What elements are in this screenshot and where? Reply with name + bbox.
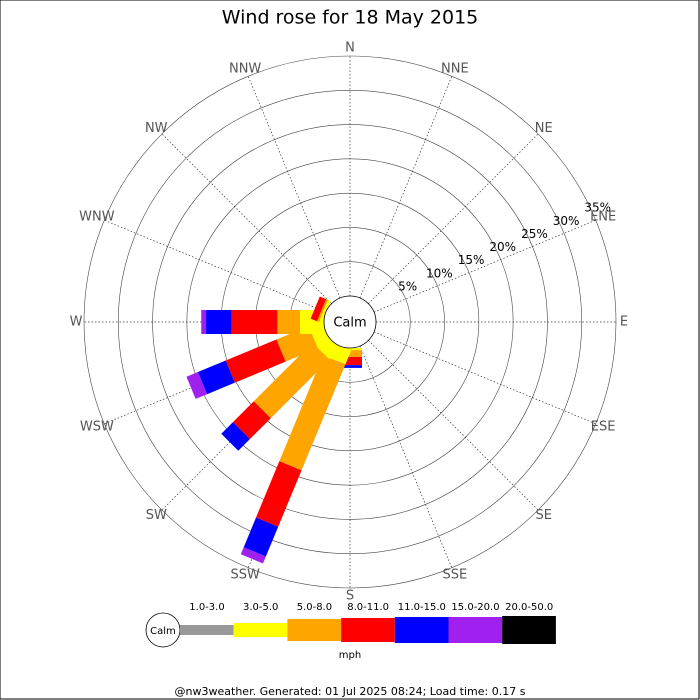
r-tick-label: 10%	[426, 266, 453, 280]
spoke	[104, 219, 327, 313]
direction-label: ENE	[590, 210, 616, 225]
bar-segment	[276, 326, 318, 362]
bar-segment	[197, 360, 235, 395]
spoke	[368, 340, 539, 511]
r-tick-label: 25%	[521, 227, 548, 241]
r-tick-label: 30%	[553, 214, 580, 228]
spoke	[247, 76, 341, 299]
direction-label: NNE	[441, 61, 469, 76]
bar-segment	[256, 461, 302, 527]
grid-ring	[152, 124, 548, 520]
r-tick-label: 5%	[398, 279, 417, 293]
bar-segment	[310, 296, 327, 322]
legend-swatch	[394, 617, 449, 643]
direction-label: WSW	[80, 419, 114, 434]
direction-label: N	[345, 41, 355, 56]
bar-segment	[186, 372, 208, 399]
bar-segment	[279, 355, 346, 471]
legend-label: 20.0-50.0	[505, 602, 553, 613]
direction-label: NNW	[229, 61, 261, 76]
bar-segment	[225, 339, 286, 383]
footer: @nw3weather. Generated: 01 Jul 2025 08:2…	[175, 685, 526, 698]
bar-segment	[318, 299, 331, 324]
r-tick-label: 20%	[489, 240, 516, 254]
grid-ring	[83, 55, 617, 589]
direction-label: S	[346, 589, 354, 604]
legend-label: 3.0-5.0	[243, 602, 278, 613]
legend-label: 5.0-8.0	[297, 602, 332, 613]
calm-circle	[323, 295, 377, 349]
legend-swatch	[287, 619, 342, 641]
spoke	[373, 219, 596, 313]
spoke	[359, 76, 453, 299]
units-label: mph	[339, 650, 361, 661]
chart-title: Wind rose for 18 May 2015	[222, 7, 479, 29]
legend-swatch	[180, 625, 234, 635]
legend-label: 8.0-11.0	[347, 602, 389, 613]
r-tick-label: 35%	[584, 201, 611, 215]
bar-segment	[201, 310, 207, 334]
direction-label: WNW	[79, 210, 115, 225]
legend-swatch	[233, 623, 288, 637]
bar-segment	[277, 310, 300, 334]
spoke	[161, 133, 332, 304]
spoke	[368, 133, 539, 304]
direction-label: SSW	[230, 568, 260, 583]
bar-segment	[243, 517, 279, 557]
bar-segment	[221, 422, 250, 451]
direction-label: ESE	[591, 419, 616, 434]
legend-swatch	[502, 616, 556, 644]
bar-segment	[316, 299, 329, 323]
r-tick-label: 15%	[458, 253, 485, 267]
legend-swatch	[448, 617, 503, 643]
spoke	[373, 331, 596, 425]
direction-label: SSE	[442, 568, 467, 583]
direction-label: SE	[536, 508, 552, 523]
spoke	[359, 345, 453, 568]
calm-label: Calm	[333, 316, 366, 331]
legend-label: 15.0-20.0	[451, 602, 499, 613]
bar-segment	[240, 547, 266, 564]
grid-ring	[117, 89, 583, 555]
direction-label: W	[70, 315, 83, 330]
legend-swatch	[341, 618, 395, 642]
bar-segment	[232, 401, 271, 440]
direction-label: NE	[535, 121, 553, 136]
bar-segment	[231, 310, 278, 334]
bar-segment	[206, 310, 232, 334]
direction-label: SW	[146, 508, 167, 523]
direction-label: NW	[145, 121, 168, 136]
legend-label: 1.0-3.0	[189, 602, 224, 613]
direction-label: E	[620, 315, 628, 330]
legend-calm-label: Calm	[150, 626, 176, 637]
legend-label: 11.0-15.0	[398, 602, 446, 613]
bar-segment	[253, 342, 330, 419]
